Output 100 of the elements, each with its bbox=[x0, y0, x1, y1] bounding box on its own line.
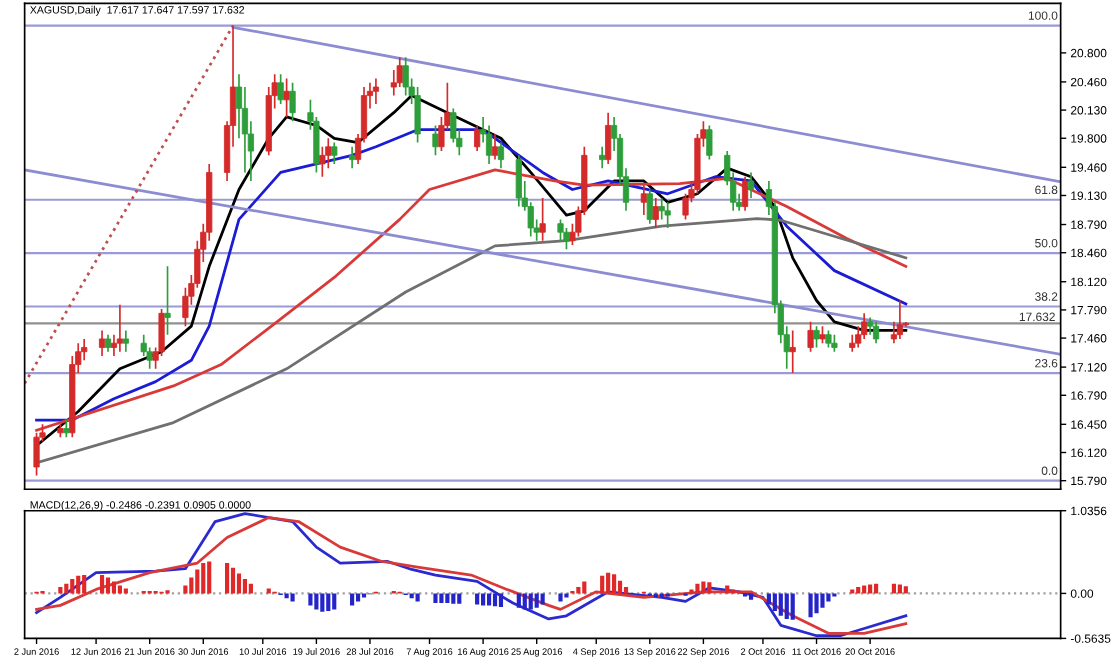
candlestick bbox=[277, 73, 284, 105]
bar bbox=[808, 593, 813, 618]
candlestick bbox=[813, 325, 820, 349]
candlestick bbox=[664, 201, 671, 229]
bar bbox=[814, 593, 819, 614]
candlestick bbox=[599, 145, 606, 169]
bar bbox=[308, 593, 313, 606]
bar bbox=[695, 583, 700, 594]
line-series bbox=[35, 217, 908, 465]
bar bbox=[82, 575, 87, 594]
bar bbox=[242, 579, 248, 594]
candlestick bbox=[652, 197, 659, 229]
bar bbox=[766, 593, 771, 605]
bar bbox=[64, 583, 69, 594]
candlestick bbox=[646, 188, 653, 225]
bar bbox=[189, 577, 194, 594]
bar bbox=[290, 593, 295, 602]
bar bbox=[707, 582, 712, 594]
bar bbox=[350, 593, 355, 606]
bar bbox=[862, 585, 867, 594]
candlestick bbox=[896, 299, 903, 340]
bar bbox=[314, 593, 319, 610]
candlestick bbox=[807, 321, 814, 353]
candlestick bbox=[289, 81, 296, 123]
bar bbox=[355, 593, 361, 602]
bar bbox=[606, 572, 611, 594]
candlestick bbox=[861, 312, 868, 340]
bar bbox=[201, 563, 206, 594]
candlestick bbox=[331, 141, 338, 165]
bar bbox=[748, 593, 754, 600]
bar bbox=[248, 583, 253, 594]
bar bbox=[230, 567, 236, 594]
bar bbox=[820, 593, 825, 608]
bar bbox=[415, 593, 420, 602]
candlestick bbox=[658, 197, 665, 221]
bar bbox=[612, 574, 617, 594]
candlestick bbox=[539, 197, 546, 242]
candlestick bbox=[474, 124, 481, 152]
bar bbox=[558, 593, 563, 602]
candlestick bbox=[414, 86, 421, 144]
bar bbox=[873, 583, 879, 594]
candlestick bbox=[706, 124, 713, 161]
candlestick bbox=[33, 432, 40, 477]
bar bbox=[236, 573, 242, 594]
bar bbox=[492, 593, 498, 607]
bar bbox=[224, 563, 230, 594]
bar bbox=[111, 581, 117, 594]
candlestick bbox=[872, 321, 880, 345]
candlestick bbox=[485, 124, 493, 165]
bar bbox=[445, 593, 450, 603]
candlestick bbox=[116, 303, 123, 353]
bar bbox=[433, 593, 438, 603]
bar bbox=[891, 583, 897, 594]
bar bbox=[617, 580, 623, 594]
bar bbox=[326, 593, 331, 611]
bar bbox=[784, 593, 789, 619]
candlestick bbox=[605, 111, 612, 165]
candlestick bbox=[557, 218, 564, 242]
candlestick bbox=[349, 145, 356, 169]
candlestick bbox=[432, 124, 439, 157]
bar bbox=[457, 593, 462, 604]
bar bbox=[99, 575, 105, 594]
bar bbox=[486, 593, 492, 606]
candlestick bbox=[741, 175, 749, 212]
candlestick bbox=[372, 77, 380, 105]
candlestick bbox=[164, 265, 171, 336]
candlestick bbox=[515, 154, 522, 208]
candlestick bbox=[325, 137, 332, 169]
candlestick bbox=[396, 56, 403, 88]
bar bbox=[790, 593, 795, 620]
bar bbox=[903, 586, 908, 594]
bar bbox=[540, 593, 545, 605]
bar bbox=[528, 593, 533, 610]
bar bbox=[207, 561, 212, 594]
bar bbox=[320, 593, 325, 612]
bar bbox=[778, 593, 783, 616]
bar bbox=[534, 593, 539, 608]
bar bbox=[183, 585, 188, 594]
bar bbox=[522, 593, 527, 610]
bar bbox=[725, 585, 730, 594]
bar bbox=[195, 569, 200, 594]
bar bbox=[772, 593, 777, 611]
bar bbox=[516, 593, 521, 608]
bar bbox=[451, 593, 456, 604]
bar bbox=[582, 581, 587, 594]
bar bbox=[481, 593, 486, 606]
bar bbox=[409, 593, 414, 599]
bar bbox=[475, 593, 480, 605]
candlestick bbox=[98, 329, 106, 357]
candlestick bbox=[563, 227, 570, 251]
candlestick bbox=[402, 56, 409, 97]
bar bbox=[600, 575, 605, 594]
candlestick bbox=[283, 77, 290, 118]
bar bbox=[70, 579, 75, 594]
bar bbox=[701, 581, 706, 594]
candlestick bbox=[747, 171, 755, 199]
bar bbox=[332, 593, 337, 610]
candlestick bbox=[789, 329, 796, 374]
bar bbox=[284, 593, 289, 599]
bar bbox=[498, 593, 504, 607]
